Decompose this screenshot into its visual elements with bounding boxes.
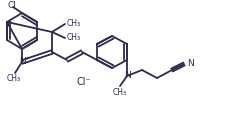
Text: CH₃: CH₃	[113, 88, 127, 97]
Text: Cl⁻: Cl⁻	[77, 77, 91, 87]
Text: +: +	[24, 56, 30, 62]
Text: N: N	[187, 60, 194, 68]
Text: CH₃: CH₃	[7, 74, 21, 83]
Text: CH₃: CH₃	[67, 34, 81, 42]
Text: CH₃: CH₃	[67, 20, 81, 28]
Text: Cl: Cl	[8, 2, 17, 11]
Text: N: N	[19, 58, 25, 66]
Text: N: N	[124, 72, 130, 80]
